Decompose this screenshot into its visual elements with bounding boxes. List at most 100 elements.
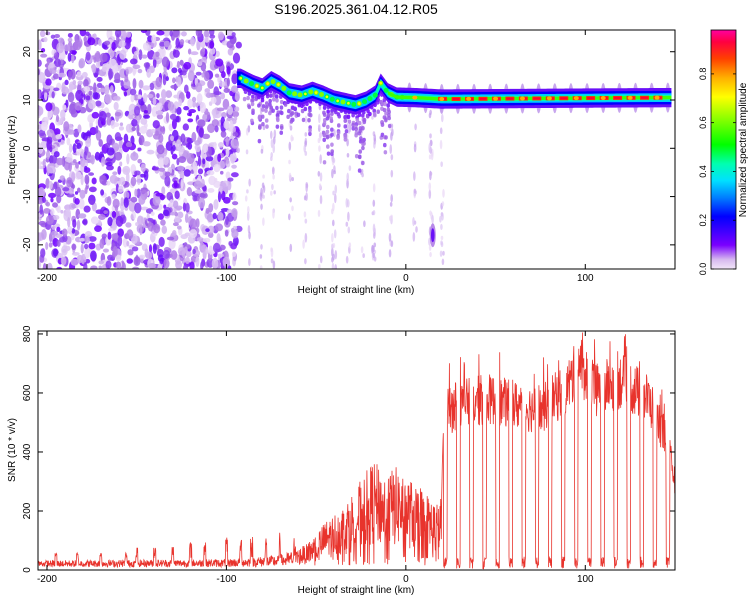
colorbar-label: Normalized spectral amplitude: [738, 82, 749, 217]
tail-blob: [283, 102, 288, 107]
tail-blob: [358, 149, 363, 154]
noise-blob: [61, 86, 70, 95]
noise-blob: [209, 30, 215, 37]
noise-blob: [111, 193, 116, 200]
noise-blob: [162, 249, 170, 260]
x-tick-label: -100: [216, 273, 236, 284]
noise-blob: [147, 217, 154, 222]
noise-blob: [227, 177, 234, 182]
noise-blob: [56, 42, 65, 54]
noise-blob: [54, 34, 61, 39]
streak-blob: [271, 183, 274, 191]
noise-blob: [155, 102, 163, 111]
noise-blob: [203, 36, 210, 43]
noise-blob: [125, 123, 133, 133]
noise-blob: [191, 131, 197, 142]
noise-blob: [51, 230, 59, 236]
streak-blob: [440, 161, 443, 168]
noise-blob: [230, 172, 239, 178]
tail-blob: [250, 118, 254, 124]
noise-blob: [169, 211, 176, 216]
noise-blob: [71, 50, 77, 56]
tail-blob: [296, 112, 301, 118]
tail-blob: [337, 114, 342, 119]
noise-blob: [105, 112, 111, 118]
noise-blob: [137, 68, 143, 74]
noise-blob: [93, 82, 97, 94]
noise-blob: [207, 79, 215, 89]
noise-blob: [210, 96, 217, 104]
noise-blob: [94, 225, 102, 232]
noise-blob: [69, 68, 76, 80]
noise-blob: [83, 150, 87, 160]
tail-blob: [279, 99, 284, 105]
y-tick-label: 10: [22, 94, 33, 106]
noise-blob: [56, 157, 64, 166]
tail-blob: [250, 101, 255, 107]
noise-blob: [156, 92, 160, 99]
noise-blob: [67, 92, 75, 103]
noise-blob: [134, 105, 141, 116]
streak-blob: [272, 209, 275, 219]
noise-blob: [207, 188, 215, 193]
ridge-spot: [249, 81, 255, 87]
noise-blob: [129, 88, 137, 96]
noise-blob: [81, 71, 88, 78]
streak-blob: [362, 253, 365, 258]
noise-blob: [38, 187, 45, 198]
noise-blob: [190, 51, 199, 56]
streak-blob: [317, 170, 321, 177]
noise-blob: [86, 151, 92, 158]
noise-blob: [176, 225, 182, 230]
noise-blob: [231, 85, 239, 93]
streak-blob: [333, 229, 337, 239]
noise-blob: [76, 254, 84, 264]
streak-blob: [348, 165, 352, 172]
noise-blob: [105, 260, 112, 269]
noise-blob: [224, 229, 229, 237]
noise-blob: [130, 196, 138, 203]
noise-blob: [229, 119, 234, 131]
noise-blob: [74, 171, 82, 180]
noise-blob: [39, 204, 44, 215]
streak-blob: [302, 239, 305, 249]
x-tick-label: 0: [403, 574, 409, 585]
streak-blob: [388, 232, 392, 242]
noise-blob: [131, 246, 139, 252]
noise-blob: [72, 219, 77, 228]
noise-blob: [192, 248, 196, 255]
noise-blob: [74, 191, 79, 195]
streak-blob: [304, 218, 308, 224]
noise-blob: [85, 137, 92, 148]
noise-blob: [99, 238, 105, 249]
noise-blob: [146, 68, 152, 78]
tail-blob: [361, 160, 365, 166]
noise-blob: [151, 106, 158, 117]
ridge-spot-core: [336, 99, 339, 103]
streak-blob: [260, 203, 263, 210]
noise-blob: [66, 177, 73, 188]
noise-blob: [187, 48, 192, 55]
streak-blob: [332, 202, 335, 212]
noise-blob: [48, 242, 53, 248]
noise-blob: [198, 197, 206, 209]
noise-blob: [142, 114, 151, 119]
noise-blob: [118, 138, 123, 149]
noise-blob: [48, 62, 55, 69]
ridge-spot-core: [266, 82, 269, 85]
noise-blob: [126, 229, 134, 240]
noise-blob: [172, 77, 176, 84]
noise-blob: [45, 241, 49, 250]
ridge-peak-core: [533, 97, 541, 100]
tail-blob: [323, 132, 327, 138]
noise-blob: [138, 135, 145, 146]
noise-blob: [232, 126, 236, 134]
streak-blob: [360, 168, 364, 174]
streak-blob: [440, 235, 444, 240]
noise-blob: [118, 126, 125, 131]
ridge-spot: [270, 79, 276, 85]
noise-blob: [71, 228, 76, 234]
snr-series-line: [38, 332, 675, 570]
streak-blob: [319, 172, 323, 182]
noise-blob: [139, 173, 147, 178]
